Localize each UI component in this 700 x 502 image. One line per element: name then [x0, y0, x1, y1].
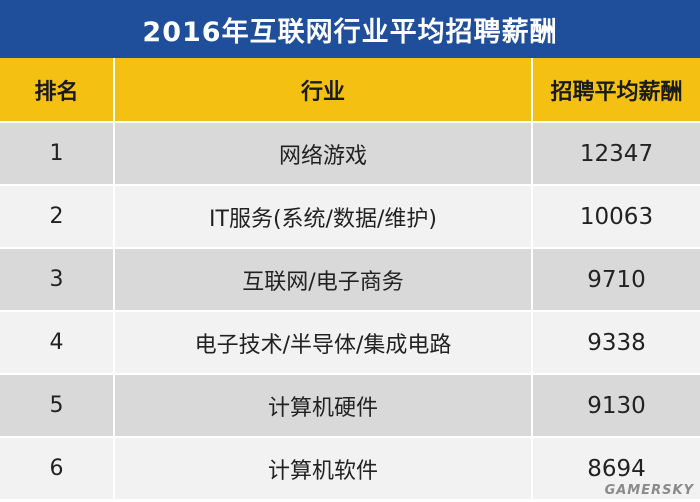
rank-cell: 1 — [0, 122, 115, 186]
industry-cell: IT服务(系统/数据/维护) — [114, 185, 533, 249]
table-header-row: 排名 行业 招聘平均薪酬 — [0, 58, 700, 123]
salary-table: 排名 行业 招聘平均薪酬 1 网络游戏 12347 2 IT服务(系统/数据/维… — [0, 58, 700, 501]
rank-cell: 2 — [0, 185, 115, 249]
salary-cell: 12347 — [532, 122, 700, 186]
salary-cell: 9710 — [532, 248, 700, 312]
table-row: 3 互联网/电子商务 9710 — [0, 248, 700, 312]
table-row: 6 计算机软件 8694 — [0, 437, 700, 501]
table-row: 1 网络游戏 12347 — [0, 122, 700, 186]
rank-cell: 6 — [0, 437, 115, 501]
salary-cell: 8694 — [532, 437, 700, 501]
table-row: 2 IT服务(系统/数据/维护) 10063 — [0, 185, 700, 249]
header-industry: 行业 — [114, 58, 533, 123]
page-title: 2016年互联网行业平均招聘薪酬 — [142, 16, 558, 48]
rank-cell: 5 — [0, 374, 115, 438]
industry-cell: 网络游戏 — [114, 122, 533, 186]
industry-cell: 计算机硬件 — [114, 374, 533, 438]
title-bar: 2016年互联网行业平均招聘薪酬 — [0, 0, 700, 58]
industry-cell: 互联网/电子商务 — [114, 248, 533, 312]
table-row: 5 计算机硬件 9130 — [0, 374, 700, 438]
table-row: 4 电子技术/半导体/集成电路 9338 — [0, 311, 700, 375]
header-salary: 招聘平均薪酬 — [532, 58, 700, 123]
header-rank: 排名 — [0, 58, 115, 123]
salary-cell: 9130 — [532, 374, 700, 438]
salary-cell: 10063 — [532, 185, 700, 249]
salary-cell: 9338 — [532, 311, 700, 375]
watermark-logo: GAMERSKY — [604, 483, 694, 498]
rank-cell: 4 — [0, 311, 115, 375]
rank-cell: 3 — [0, 248, 115, 312]
industry-cell: 电子技术/半导体/集成电路 — [114, 311, 533, 375]
industry-cell: 计算机软件 — [114, 437, 533, 501]
